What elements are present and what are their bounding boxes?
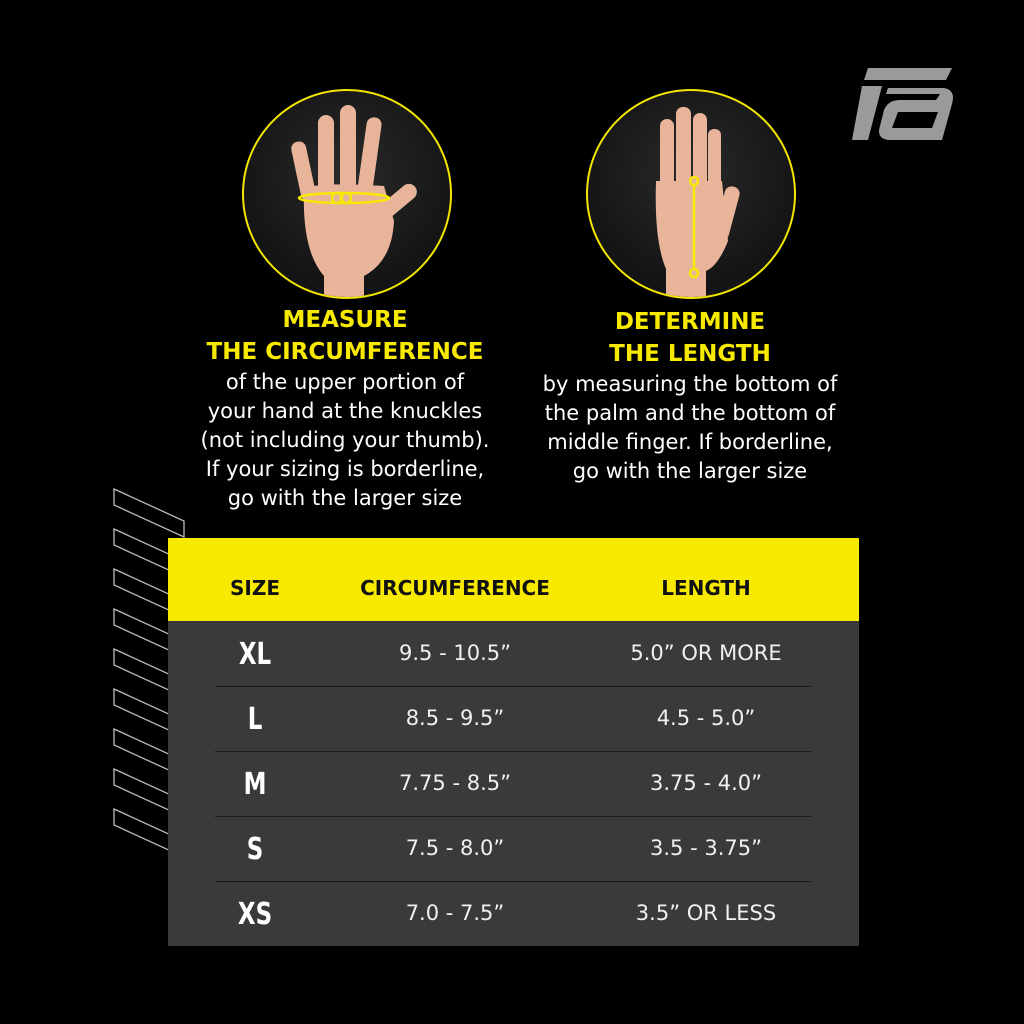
- circumference-cell: 7.5 - 8.0”: [405, 836, 505, 860]
- heading-line: THE LENGTH: [609, 341, 771, 367]
- circumference-heading: MEASURE THE CIRCUMFERENCE: [180, 304, 510, 368]
- size-cell: XL: [238, 637, 272, 672]
- body-line: by measuring the bottom of: [542, 372, 838, 396]
- row-divider: [215, 816, 811, 817]
- circumference-cell: 7.75 - 8.5”: [399, 771, 511, 795]
- size-cell: L: [247, 702, 263, 737]
- hand-circumference-image: [242, 89, 452, 299]
- row-divider: [215, 686, 811, 687]
- table-row: XL 9.5 - 10.5” 5.0” OR MORE: [168, 621, 859, 686]
- length-instructions: DETERMINE THE LENGTH by measuring the bo…: [520, 306, 860, 486]
- heading-line: THE CIRCUMFERENCE: [206, 339, 484, 365]
- row-divider: [215, 881, 811, 882]
- table-row: S 7.5 - 8.0” 3.5 - 3.75”: [168, 816, 859, 881]
- brand-logo: [852, 68, 953, 140]
- length-cell: 3.5 - 3.75”: [650, 836, 762, 860]
- header-circumference: CIRCUMFERENCE: [360, 576, 550, 600]
- stripe: [113, 487, 185, 539]
- length-body: by measuring the bottom of the palm and …: [520, 370, 860, 486]
- header-length: LENGTH: [661, 576, 751, 600]
- body-line: (not including your thumb).: [200, 428, 490, 452]
- body-line: go with the larger size: [227, 486, 463, 510]
- heading-line: DETERMINE: [614, 309, 766, 335]
- stripe: [113, 807, 185, 855]
- body-line: of the upper portion of: [225, 370, 465, 394]
- length-cell: 5.0” OR MORE: [630, 641, 782, 665]
- body-line: your hand at the knuckles: [207, 399, 483, 423]
- length-cell: 3.5” OR LESS: [635, 901, 777, 925]
- circumference-instructions: MEASURE THE CIRCUMFERENCE of the upper p…: [180, 304, 510, 513]
- body-line: middle finger. If borderline,: [547, 430, 833, 454]
- body-line: the palm and the bottom of: [544, 401, 836, 425]
- body-line: If your sizing is borderline,: [205, 457, 485, 481]
- table-row: XS 7.0 - 7.5” 3.5” OR LESS: [168, 881, 859, 946]
- size-chart-table: SIZE CIRCUMFERENCE LENGTH XL 9.5 - 10.5” 5…: [168, 538, 859, 946]
- table-header: SIZE CIRCUMFERENCE LENGTH: [168, 538, 859, 621]
- length-cell: 3.75 - 4.0”: [650, 771, 762, 795]
- size-cell: XS: [237, 897, 273, 932]
- table-row: M 7.75 - 8.5” 3.75 - 4.0”: [168, 751, 859, 816]
- circumference-cell: 7.0 - 7.5”: [405, 901, 505, 925]
- hand-length-image: [586, 89, 796, 299]
- length-heading: DETERMINE THE LENGTH: [520, 306, 860, 370]
- circumference-cell: 8.5 - 9.5”: [405, 706, 505, 730]
- row-divider: [215, 751, 811, 752]
- circumference-body: of the upper portion of your hand at the…: [180, 368, 510, 513]
- length-cell: 4.5 - 5.0”: [656, 706, 756, 730]
- table-row: L 8.5 - 9.5” 4.5 - 5.0”: [168, 686, 859, 751]
- size-cell: M: [243, 767, 267, 802]
- heading-line: MEASURE: [282, 307, 408, 333]
- header-size: SIZE: [229, 576, 281, 600]
- body-line: go with the larger size: [572, 459, 808, 483]
- circumference-cell: 9.5 - 10.5”: [399, 641, 511, 665]
- size-cell: S: [246, 832, 264, 867]
